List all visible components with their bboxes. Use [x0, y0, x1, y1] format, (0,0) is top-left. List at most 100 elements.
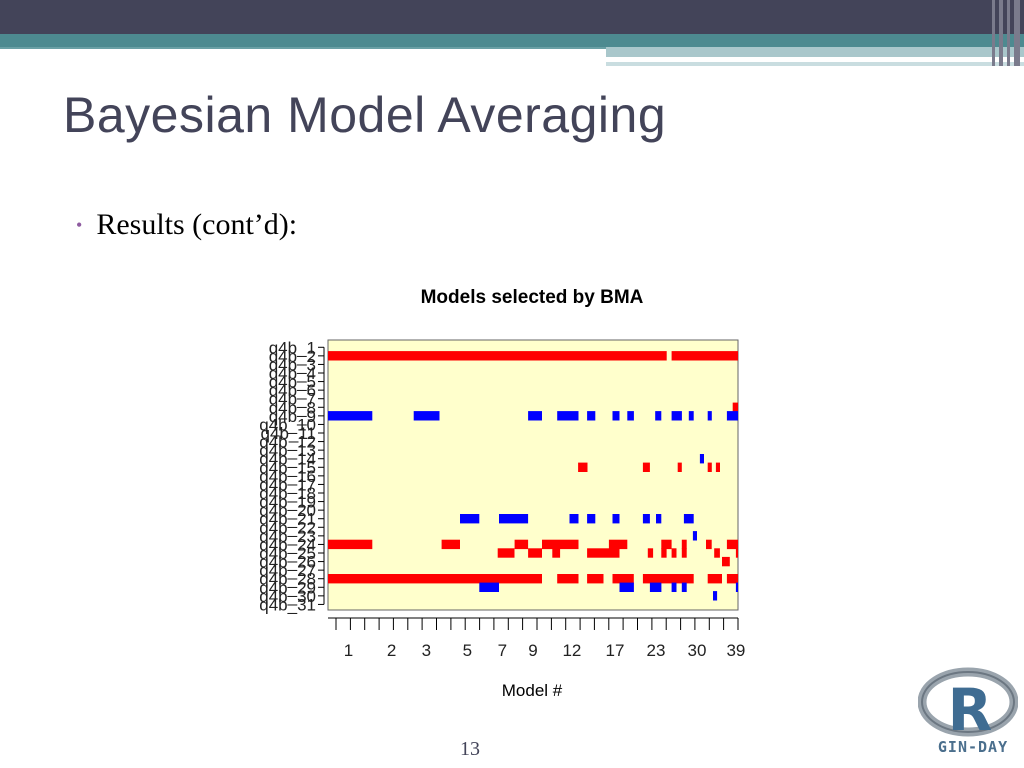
y-tick-label: q4b_12 — [259, 433, 316, 452]
bullet-dot-icon: • — [76, 214, 83, 235]
header-teal-band — [0, 34, 1024, 47]
x-tick-label: 3 — [422, 641, 431, 660]
cell-q4b-21-21 — [460, 514, 480, 524]
y-tick-label: q4b_19 — [259, 493, 316, 512]
cell-q4b-24-32 — [514, 539, 529, 550]
y-tick-label: q4b_27 — [259, 561, 316, 580]
y-tick-label: q4b_26 — [259, 553, 316, 572]
cell-q4b-23-29 — [692, 531, 697, 541]
cell-q4b-9-3 — [328, 411, 373, 421]
header-divider-line — [0, 47, 606, 49]
cell-q4b-28-51 — [557, 574, 579, 584]
y-tick-label: q4b_13 — [259, 441, 316, 460]
cell-q4b-25-46 — [681, 548, 687, 558]
cell-q4b-9-7 — [587, 411, 596, 421]
x-tick-label: 1 — [344, 641, 353, 660]
bma-chart: Models selected by BMA q4b_1 q4b_2 q4b_3 q4… — [230, 278, 770, 708]
x-tick-label: 9 — [528, 641, 537, 660]
cell-q4b-9-10 — [655, 411, 662, 421]
cell-q4b-25-43 — [647, 548, 654, 558]
cells-layer — [328, 351, 738, 601]
cell-q4b-29-59 — [649, 582, 662, 592]
cell-q4b-9-9 — [627, 411, 634, 421]
cell-q4b-29-60 — [671, 582, 677, 592]
cell-q4b-28-54 — [642, 574, 694, 584]
y-tick-label: q4b_5 — [269, 373, 316, 392]
x-tick-label: 23 — [647, 641, 666, 660]
cell-q4b-24-30 — [328, 539, 373, 550]
cell-q4b-28-53 — [612, 574, 634, 584]
y-tick-label: q4b_11 — [261, 424, 316, 443]
cell-q4b-21-22 — [499, 514, 529, 524]
cell-q4b-21-26 — [642, 514, 650, 524]
x-axis-label: Model # — [502, 681, 563, 700]
x-tick-label: 5 — [463, 641, 472, 660]
bma-chart-svg: Models selected by BMA q4b_1q4b_2q4b_3q4… — [259, 287, 745, 700]
x-tick-label: 39 — [726, 641, 745, 660]
y-tick-label: q4b_18 — [259, 484, 316, 503]
cell-q4b-24-31 — [441, 539, 460, 550]
svg-text:R: R — [948, 676, 993, 744]
cell-q4b-24-37 — [706, 539, 712, 550]
header-stripes-decoration — [990, 0, 1024, 66]
cell-q4b-25-39 — [497, 548, 515, 558]
y-tick-label: q4b_8 — [269, 398, 316, 417]
cell-q4b-28-55 — [707, 574, 722, 584]
y-axis: q4b_1q4b_2q4b_3q4b_4q4b_5q4b_6q4b_7q4b_8… — [259, 338, 325, 614]
page-number: 13 — [460, 738, 480, 760]
cell-q4b-15-17 — [642, 462, 650, 472]
cell-q4b-9-14 — [726, 411, 738, 421]
y-tick-label: q4b_2 — [269, 347, 316, 366]
y-tick-label: q4b_7 — [269, 390, 316, 409]
x-axis: 1 2 3 5 7 9 12 17 23 30 39 — [328, 617, 745, 660]
cell-q4b-15-19 — [707, 462, 712, 472]
header-accent-line — [606, 62, 1024, 66]
cell-q4b-9-5 — [528, 411, 542, 421]
cell-q4b-25-44 — [661, 548, 667, 558]
y-tick-label: q4b_28 — [259, 570, 316, 589]
y-tick-label: q4b_9 — [269, 407, 316, 426]
cell-q4b-25-42 — [587, 548, 620, 558]
header-bar — [0, 0, 1024, 34]
y-tick-label: q4b_10 — [259, 415, 316, 434]
cell-q4b-9-8 — [612, 411, 620, 421]
cell-q4b-24-38 — [726, 539, 738, 550]
cell-q4b-14-15 — [699, 454, 704, 464]
cell-q4b-21-27 — [656, 514, 662, 524]
cell-q4b-8-2 — [732, 402, 738, 412]
header-accent-band — [606, 47, 1024, 57]
cell-q4b-25-41 — [552, 548, 561, 558]
y-tick-label: q4b_20 — [259, 501, 316, 520]
y-tick-label: q4b_31 — [259, 595, 316, 614]
cell-q4b-21-24 — [587, 514, 596, 524]
y-tick-label: q4b_29 — [259, 578, 316, 597]
y-tick-label: q4b_30 — [259, 587, 316, 606]
cell-q4b-21-25 — [612, 514, 620, 524]
y-tick-label: q4b_21 — [259, 510, 316, 529]
cell-q4b-29-61 — [681, 582, 687, 592]
cell-q4b-29-58 — [619, 582, 634, 592]
cell-q4b-26-49 — [722, 556, 730, 567]
bullet-item: • Results (cont’d): — [76, 208, 297, 242]
cell-q4b-28-50 — [328, 574, 542, 584]
cell-q4b-24-34 — [608, 539, 628, 550]
y-tick-label: q4b_23 — [259, 527, 316, 546]
y-tick-label: q4b_16 — [259, 467, 316, 486]
cell-q4b-30-63 — [713, 591, 718, 601]
cell-q4b-9-6 — [557, 411, 579, 421]
chart-title: Models selected by BMA — [421, 287, 644, 308]
cell-q4b-9-11 — [671, 411, 682, 421]
cell-q4b-9-12 — [688, 411, 694, 421]
cell-q4b-25-40 — [528, 548, 542, 558]
r-logo-icon: R — [918, 667, 1018, 744]
y-tick-label: q4b_24 — [259, 535, 316, 554]
plot-background — [327, 339, 739, 611]
cell-q4b-15-16 — [578, 462, 588, 472]
cell-q4b-24-33 — [542, 539, 579, 550]
bullet-text: Results (cont’d): — [96, 208, 298, 241]
y-tick-label: q4b_17 — [259, 475, 316, 494]
cell-q4b-25-47 — [714, 548, 720, 558]
x-tick-label: 17 — [606, 641, 625, 660]
cell-q4b-24-36 — [681, 539, 687, 550]
cell-q4b-9-4 — [413, 411, 440, 421]
